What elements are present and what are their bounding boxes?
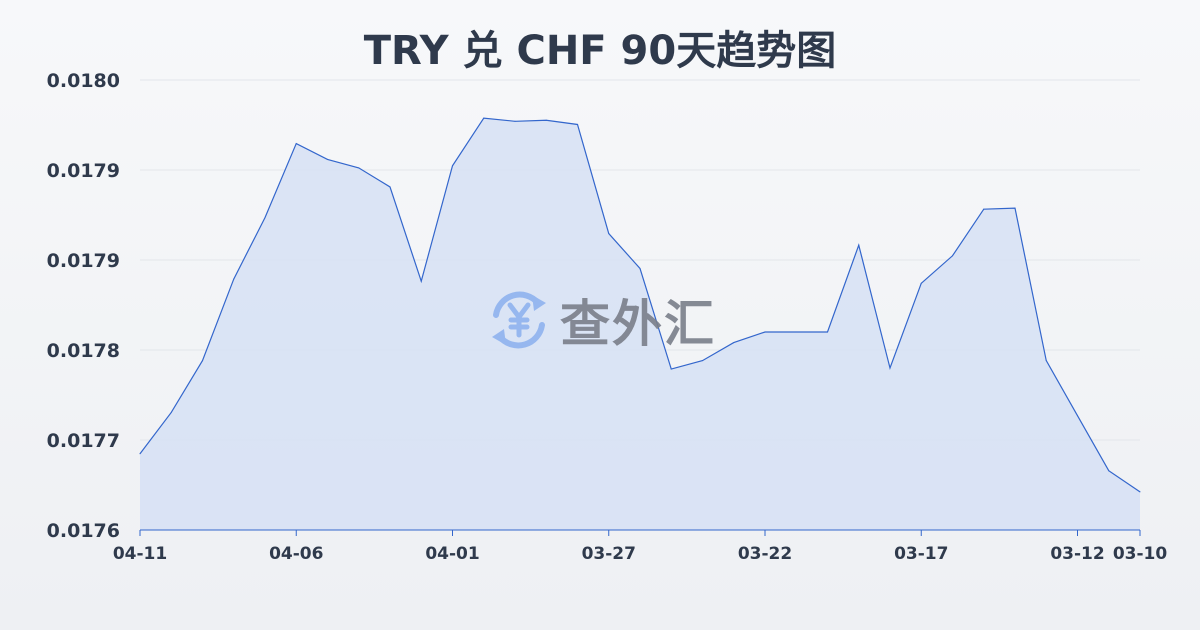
x-tick-label: 04-01: [425, 544, 479, 564]
data-point: [264, 217, 266, 219]
data-point: [389, 186, 391, 188]
data-point: [358, 167, 360, 169]
y-tick-label: 0.0177: [47, 430, 120, 452]
data-point: [577, 123, 578, 125]
x-tick-label: 03-27: [582, 544, 636, 564]
data-point: [670, 368, 672, 370]
data-point: [827, 331, 828, 333]
data-point: [295, 143, 297, 145]
x-tick-label: 03-17: [894, 544, 948, 564]
y-tick-label: 0.0179: [47, 250, 120, 272]
data-point: [202, 360, 203, 362]
data-point: [327, 158, 328, 160]
data-point: [170, 411, 172, 413]
y-tick-label: 0.0178: [47, 340, 120, 362]
x-tick-label: 04-11: [113, 544, 167, 564]
yen-exchange-icon: [492, 291, 546, 349]
data-point: [639, 267, 641, 269]
y-tick-label: 0.0176: [47, 520, 120, 542]
data-point: [420, 280, 422, 282]
y-tick-label: 0.0180: [47, 70, 120, 92]
watermark-text: 查外汇: [560, 295, 716, 353]
y-tick-label: 0.0179: [47, 160, 120, 182]
data-point: [858, 244, 860, 246]
area-fill: [140, 118, 1140, 530]
data-point: [545, 119, 547, 121]
data-point: [233, 278, 235, 280]
data-point: [795, 331, 797, 333]
data-point: [983, 208, 985, 210]
data-point: [1139, 491, 1141, 493]
data-point: [920, 282, 922, 284]
x-tick-label: 04-06: [269, 544, 323, 564]
data-point: [1014, 207, 1016, 209]
watermark: 查外汇: [488, 284, 716, 356]
x-tick-label: 03-12: [1050, 544, 1104, 564]
data-point: [1077, 415, 1078, 417]
data-point: [452, 165, 453, 167]
data-point: [139, 453, 141, 455]
data-point: [764, 331, 766, 333]
chart-title: TRY 兑 CHF 90天趋势图: [363, 28, 837, 74]
data-point: [1108, 470, 1110, 472]
data-point: [702, 360, 703, 362]
x-tick-label: 03-10: [1113, 544, 1168, 564]
data-point: [733, 342, 735, 344]
data-point: [889, 367, 891, 369]
data-point: [483, 117, 485, 119]
x-tick-label: 03-22: [738, 544, 792, 564]
data-point: [1045, 360, 1047, 362]
data-point: [514, 120, 516, 122]
data-point: [952, 255, 953, 257]
data-point: [608, 233, 610, 235]
